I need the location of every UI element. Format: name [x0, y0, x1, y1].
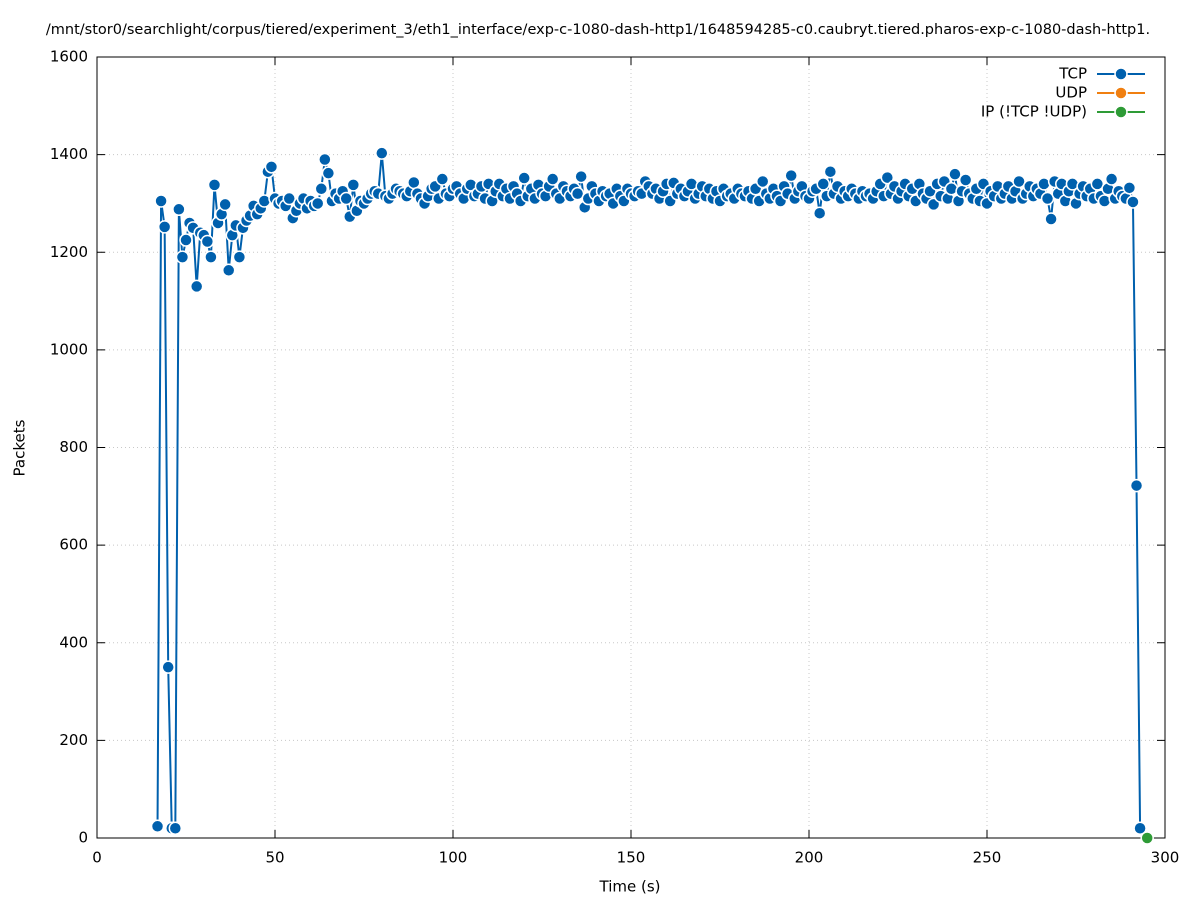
- legend-marker: [1114, 86, 1128, 100]
- y-tick-label: 600: [59, 536, 88, 554]
- data-point: [823, 164, 838, 179]
- legend-label: TCP: [1058, 65, 1087, 83]
- data-point: [189, 279, 204, 294]
- x-axis-label: Time (s): [599, 878, 661, 896]
- data-point: [218, 197, 232, 212]
- data-point: [574, 169, 588, 184]
- x-tick-label: 300: [1151, 849, 1180, 867]
- y-tick-label: 400: [59, 633, 88, 651]
- y-tick-label: 1000: [50, 340, 88, 358]
- data-point: [221, 263, 236, 278]
- data-point: [812, 206, 827, 220]
- data-point: [816, 177, 830, 191]
- data-point: [1040, 191, 1055, 206]
- legend-marker: [1114, 67, 1128, 81]
- data-point: [570, 186, 585, 201]
- y-tick-label: 1600: [50, 48, 88, 66]
- data-point: [150, 819, 165, 834]
- data-point: [1126, 195, 1140, 209]
- x-tick-label: 250: [973, 849, 1002, 867]
- plot-frame: [96, 56, 1166, 839]
- data-point: [172, 202, 186, 217]
- data-point: [264, 160, 279, 174]
- data-point: [958, 173, 973, 187]
- data-point: [755, 174, 770, 189]
- data-point: [1133, 821, 1147, 835]
- data-point: [200, 234, 215, 249]
- data-point: [318, 152, 332, 167]
- data-point: [161, 660, 175, 674]
- data-point: [168, 821, 183, 835]
- data-point: [375, 146, 389, 160]
- data-point: [282, 191, 296, 206]
- legend-label: IP (!TCP !UDP): [981, 103, 1087, 121]
- data-point: [1012, 174, 1026, 189]
- data-point: [175, 250, 190, 264]
- data-point: [880, 170, 895, 185]
- y-tick-label: 800: [59, 438, 88, 456]
- legend-marker: [1114, 105, 1128, 119]
- data-point: [784, 168, 798, 183]
- data-point: [1044, 212, 1058, 226]
- data-point: [314, 182, 329, 196]
- data-point: [310, 196, 325, 211]
- x-tick-label: 200: [795, 849, 824, 867]
- y-tick-label: 1200: [50, 243, 88, 261]
- data-point: [204, 250, 218, 264]
- data-point: [517, 171, 531, 185]
- data-point: [1129, 478, 1144, 493]
- series-line: [156, 153, 1142, 830]
- x-tick-label: 150: [617, 849, 646, 867]
- data-point: [1122, 181, 1137, 195]
- data-point: [346, 178, 361, 192]
- data-point: [948, 167, 962, 181]
- data-point: [179, 233, 193, 247]
- data-point: [321, 166, 336, 180]
- data-point: [1090, 177, 1105, 191]
- x-tick-label: 0: [92, 849, 102, 867]
- x-tick-label: 100: [439, 849, 468, 867]
- data-point: [157, 220, 172, 234]
- data-point: [407, 175, 421, 190]
- chart-title: /mnt/stor0/searchlight/corpus/tiered/exp…: [46, 22, 1150, 38]
- data-point: [207, 178, 222, 192]
- data-point: [154, 194, 168, 208]
- data-point: [339, 191, 353, 206]
- y-tick-label: 0: [78, 829, 88, 847]
- data-point: [435, 172, 450, 186]
- data-point: [545, 172, 560, 186]
- legend-label: UDP: [1055, 84, 1087, 102]
- y-tick-label: 1400: [50, 145, 88, 163]
- data-point: [1104, 172, 1119, 186]
- data-point: [232, 250, 247, 264]
- y-tick-label: 200: [59, 731, 88, 749]
- y-axis-label: Packets: [11, 419, 29, 476]
- data-point: [1140, 831, 1154, 845]
- x-tick-label: 50: [265, 849, 284, 867]
